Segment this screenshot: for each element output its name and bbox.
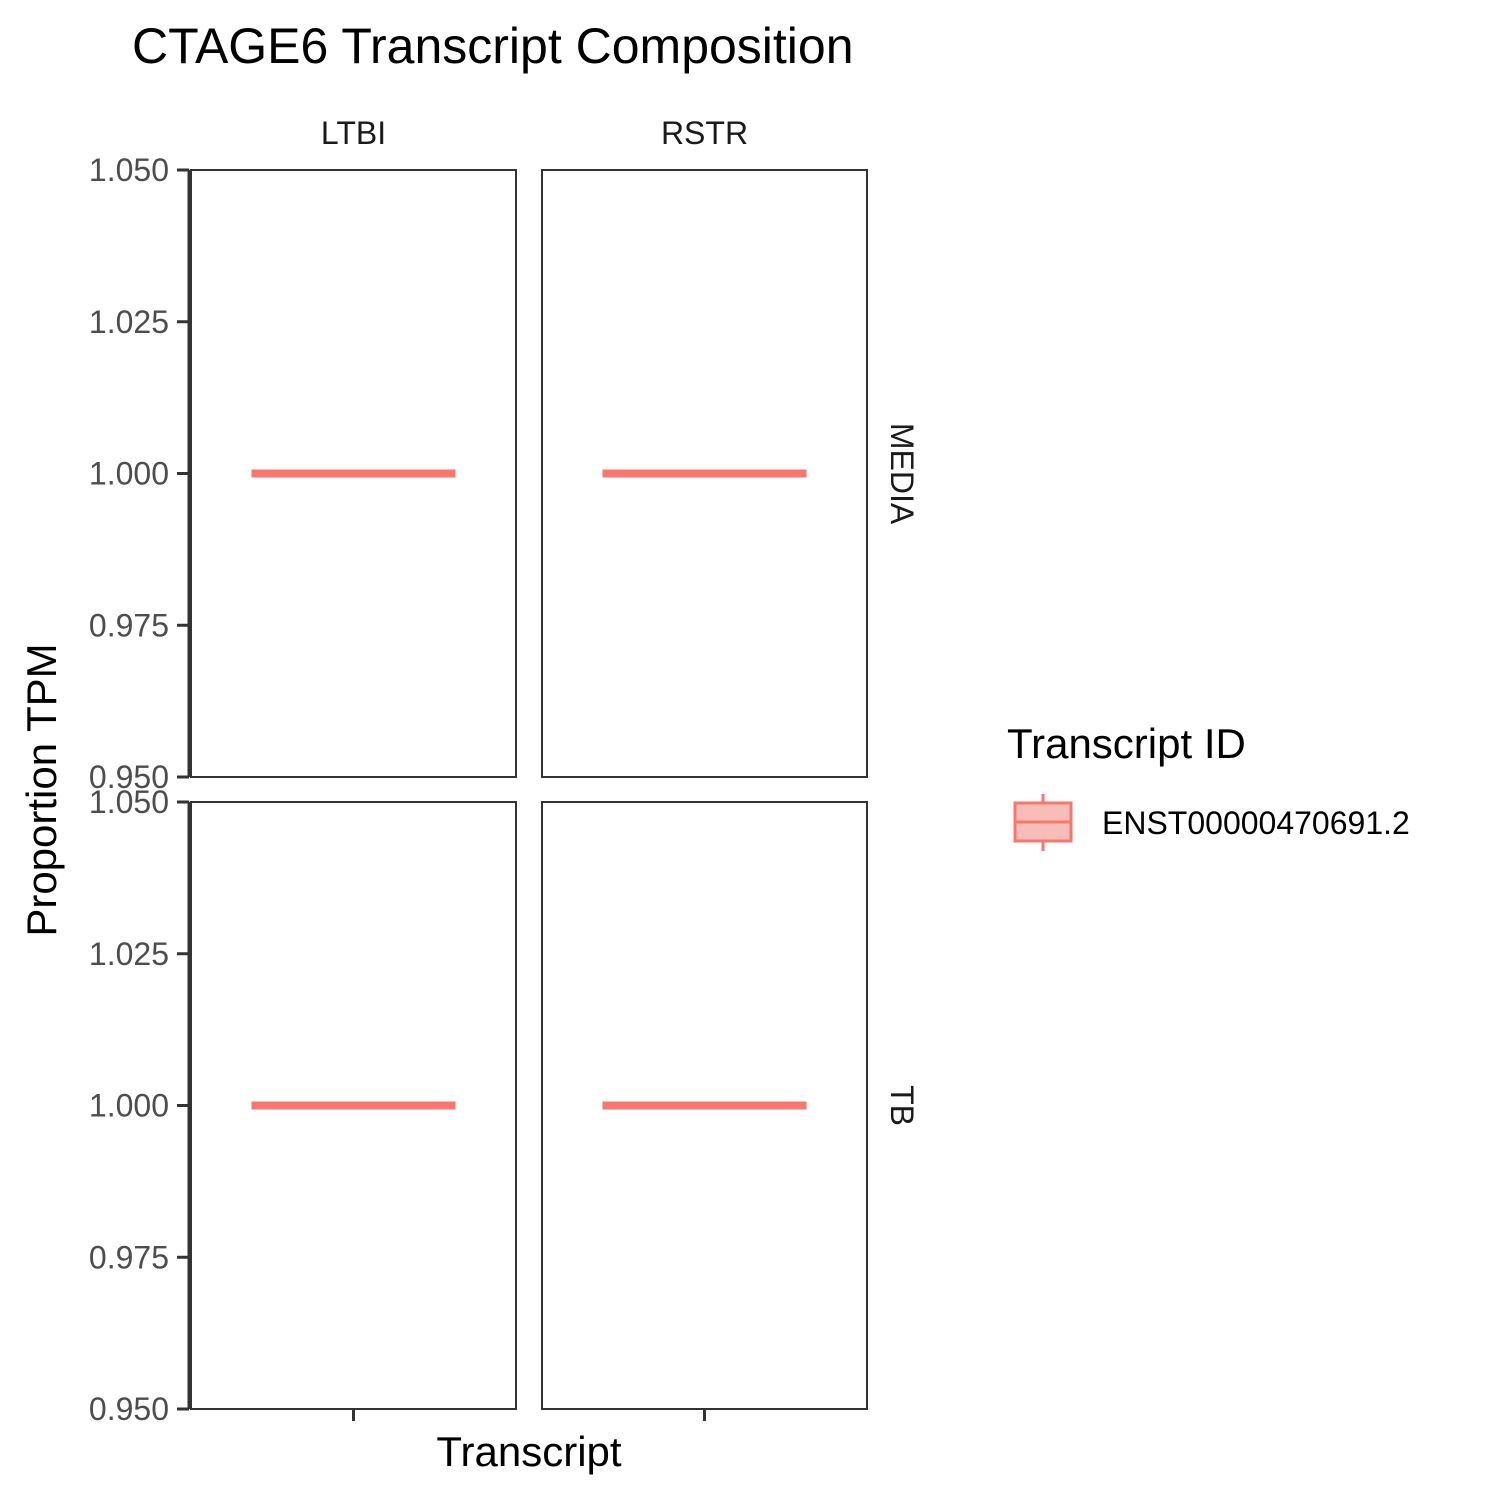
panel-ltbi-media (190, 169, 517, 778)
panel-ltbi-tb (190, 801, 517, 1410)
legend-keys: ENST00000470691.2 (1013, 794, 1410, 851)
facet-row-label-tb: TB (884, 1085, 920, 1126)
y-tick-label: 0.950 (89, 759, 169, 795)
y-tick-label: 1.050 (89, 784, 169, 820)
panel-rstr-tb (541, 801, 868, 1410)
y-tick-label: 1.000 (89, 456, 169, 492)
legend-label: ENST00000470691.2 (1102, 805, 1410, 841)
y-tick-label: 0.950 (89, 1391, 169, 1427)
y-tick-label: 1.025 (89, 936, 169, 972)
facet-col-label-rstr: RSTR (661, 115, 748, 151)
y-tick-label: 0.975 (89, 607, 169, 643)
legend-title: Transcript ID (1007, 720, 1246, 767)
panel-rstr-media (541, 169, 868, 778)
y-tick-label: 1.050 (89, 152, 169, 188)
facet-row-label-media: MEDIA (884, 423, 920, 525)
x-axis-title: Transcript (436, 1428, 621, 1475)
y-tick-label: 0.975 (89, 1239, 169, 1275)
y-axis-title: Proportion TPM (18, 643, 65, 936)
legend: Transcript ID ENST00000470691.2 (1007, 720, 1410, 851)
facet-panels: LTBI RSTR MEDIA TB 1.050 1.025 1.000 0.975 0.950… (89, 115, 920, 1427)
facet-col-label-ltbi: LTBI (321, 115, 386, 151)
y-tick-label: 1.025 (89, 304, 169, 340)
y-tick-label: 1.000 (89, 1088, 169, 1124)
chart-title: CTAGE6 Transcript Composition (132, 18, 854, 74)
